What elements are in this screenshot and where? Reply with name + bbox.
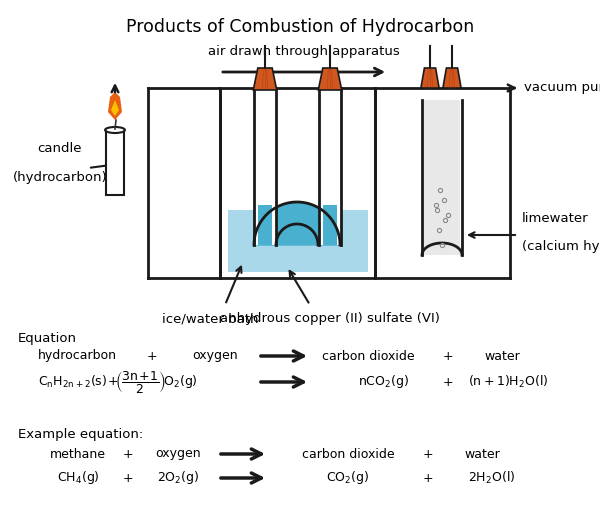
Text: +: + bbox=[443, 376, 454, 388]
Bar bbox=[254, 88, 276, 245]
Text: $\mathregular{2O_2(g)}$: $\mathregular{2O_2(g)}$ bbox=[157, 470, 199, 486]
Polygon shape bbox=[421, 68, 439, 88]
Bar bbox=[106, 130, 124, 195]
Text: oxygen: oxygen bbox=[155, 447, 201, 461]
Polygon shape bbox=[253, 68, 277, 90]
Text: +: + bbox=[122, 471, 133, 485]
Text: water: water bbox=[484, 350, 520, 362]
Text: +: + bbox=[422, 471, 433, 485]
Text: $\mathregular{CH_4(g)}$: $\mathregular{CH_4(g)}$ bbox=[56, 470, 100, 486]
Text: oxygen: oxygen bbox=[192, 350, 238, 362]
Bar bbox=[424, 100, 460, 255]
Text: air drawn through apparatus: air drawn through apparatus bbox=[208, 45, 400, 58]
Text: carbon dioxide: carbon dioxide bbox=[322, 350, 415, 362]
Text: vacuum pump: vacuum pump bbox=[524, 81, 600, 95]
Polygon shape bbox=[108, 92, 122, 120]
Text: water: water bbox=[464, 447, 500, 461]
Text: (hydrocarbon): (hydrocarbon) bbox=[13, 171, 107, 184]
Bar bbox=[258, 205, 272, 245]
Polygon shape bbox=[443, 68, 461, 88]
Text: methane: methane bbox=[50, 447, 106, 461]
Text: ice/water bath: ice/water bath bbox=[162, 312, 258, 325]
Polygon shape bbox=[422, 243, 462, 255]
Bar bbox=[228, 210, 368, 272]
Text: (calcium hydroxide solution): (calcium hydroxide solution) bbox=[522, 240, 600, 253]
Bar bbox=[258, 205, 272, 245]
Text: Equation: Equation bbox=[18, 332, 77, 345]
Bar bbox=[323, 205, 337, 245]
Text: $\mathregular{C_nH_{2n+2}(s)}$: $\mathregular{C_nH_{2n+2}(s)}$ bbox=[38, 374, 107, 390]
Text: $\mathregular{CO_2(g)}$: $\mathregular{CO_2(g)}$ bbox=[326, 470, 370, 486]
Text: $\mathregular{+\!\left(\dfrac{3n\!+\!1}{2}\right)\!O_2(g)}$: $\mathregular{+\!\left(\dfrac{3n\!+\!1}{… bbox=[107, 369, 197, 395]
Text: $\mathregular{(n+1)H_2O(l)}$: $\mathregular{(n+1)H_2O(l)}$ bbox=[468, 374, 548, 390]
Text: Example equation:: Example equation: bbox=[18, 428, 143, 441]
Text: $\mathregular{2H_2O(l)}$: $\mathregular{2H_2O(l)}$ bbox=[468, 470, 515, 486]
Text: +: + bbox=[146, 350, 157, 362]
Text: hydrocarbon: hydrocarbon bbox=[38, 350, 117, 362]
Bar bbox=[319, 88, 341, 245]
Polygon shape bbox=[111, 100, 119, 116]
Text: candle: candle bbox=[38, 142, 82, 155]
Text: +: + bbox=[443, 350, 454, 362]
Text: carbon dioxide: carbon dioxide bbox=[302, 447, 394, 461]
Text: Products of Combustion of Hydrocarbon: Products of Combustion of Hydrocarbon bbox=[126, 18, 474, 36]
Text: limewater: limewater bbox=[522, 212, 589, 225]
Text: +: + bbox=[122, 447, 133, 461]
Text: +: + bbox=[422, 447, 433, 461]
Polygon shape bbox=[255, 203, 339, 245]
Polygon shape bbox=[271, 219, 323, 245]
Text: $\mathregular{nCO_2(g)}$: $\mathregular{nCO_2(g)}$ bbox=[358, 373, 409, 390]
Ellipse shape bbox=[105, 127, 125, 133]
Bar bbox=[323, 205, 337, 245]
Text: anhydrous copper (II) sulfate (VI): anhydrous copper (II) sulfate (VI) bbox=[220, 312, 440, 325]
Polygon shape bbox=[319, 68, 342, 90]
